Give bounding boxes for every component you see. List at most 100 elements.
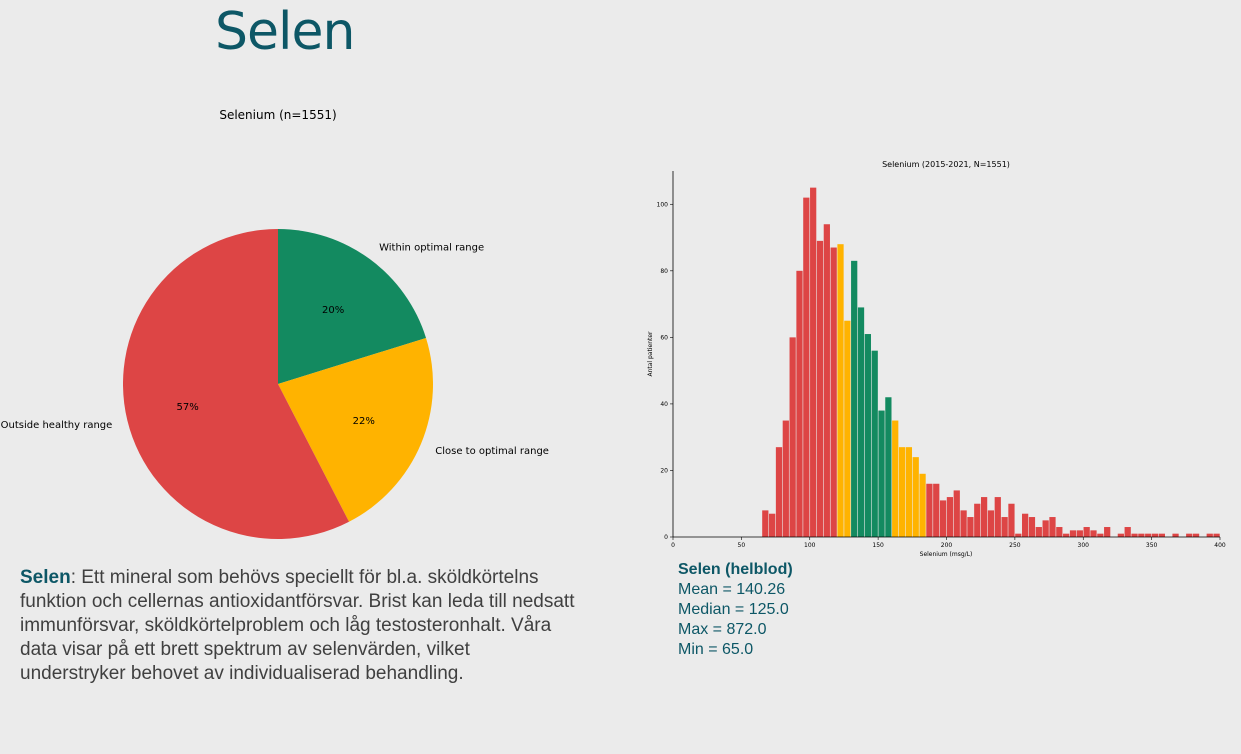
stats-panel: Selen (helblod) Mean = 140.26 Median = 1… xyxy=(678,560,793,660)
histogram-y-tick-label: 100 xyxy=(657,201,669,208)
histogram-bar xyxy=(919,473,926,537)
histogram-bar xyxy=(1090,530,1097,537)
histogram-bar xyxy=(946,497,954,537)
histogram-bar xyxy=(1076,530,1083,537)
histogram-x-tick-label: 400 xyxy=(1214,542,1226,549)
pie-slice-percent: 22% xyxy=(353,416,375,427)
histogram-bar xyxy=(1097,533,1104,537)
histogram-x-tick-label: 0 xyxy=(671,542,675,549)
histogram-bar xyxy=(871,350,878,537)
histogram-bar xyxy=(782,420,789,537)
histogram-bar xyxy=(803,197,810,538)
stats-title: Selen (helblod) xyxy=(678,561,793,578)
histogram-bar xyxy=(885,397,892,537)
histogram-bar xyxy=(1206,533,1213,537)
histogram-bar xyxy=(994,497,1001,537)
histogram-bar xyxy=(1131,533,1138,537)
histogram-chart: Selenium (2015-2021, N=1551) Selenium (m… xyxy=(647,160,1226,558)
histogram-bar xyxy=(1056,527,1063,537)
histogram-bar xyxy=(823,224,830,537)
histogram-bar xyxy=(987,510,995,537)
stats-mean: Mean = 140.26 xyxy=(678,581,786,598)
histogram-bar xyxy=(878,410,885,537)
histogram-bar xyxy=(1172,533,1179,537)
histogram-bar xyxy=(1124,527,1131,537)
histogram-bar xyxy=(960,510,967,537)
pie-slice xyxy=(278,229,427,384)
histogram-bar xyxy=(905,447,913,537)
pie-slice-percent: 57% xyxy=(177,402,199,413)
histogram-bar xyxy=(1069,530,1077,537)
histogram-bar xyxy=(1001,517,1008,537)
histogram-bar xyxy=(769,513,776,537)
histogram-bar xyxy=(844,320,851,537)
histogram-y-tick-label: 40 xyxy=(660,401,668,408)
histogram-bar xyxy=(1022,513,1029,537)
stats-max: Max = 872.0 xyxy=(678,621,767,638)
histogram-bar xyxy=(939,500,947,537)
histogram-bar xyxy=(775,447,783,537)
histogram-bar xyxy=(1138,533,1145,537)
histogram-bar xyxy=(816,240,824,537)
histogram-title: Selenium (2015-2021, N=1551) xyxy=(882,160,1010,169)
histogram-bar xyxy=(1063,533,1070,537)
pie-slice xyxy=(123,229,350,539)
pie-chart-title: Selenium (n=1551) xyxy=(219,108,336,122)
histogram-bar xyxy=(898,447,906,537)
histogram-bar xyxy=(1035,527,1042,537)
histogram-bar xyxy=(1028,517,1036,537)
histogram-bar xyxy=(789,337,796,537)
histogram-y-tick-label: 80 xyxy=(660,268,668,275)
histogram-x-tick-label: 250 xyxy=(1009,542,1021,549)
histogram-bar xyxy=(1042,520,1049,537)
histogram-bar xyxy=(1186,533,1193,537)
histogram-bar xyxy=(1117,533,1124,537)
pie-slice-label: Close to optimal range xyxy=(435,446,549,457)
description-keyword: Selen xyxy=(20,567,71,588)
stats-median: Median = 125.0 xyxy=(678,601,789,618)
histogram-bar xyxy=(762,510,769,537)
histogram-bar xyxy=(796,270,803,537)
histogram-x-tick-label: 50 xyxy=(738,542,746,549)
pie-slice xyxy=(278,337,434,522)
histogram-x-tick-label: 150 xyxy=(872,542,884,549)
page-title: Selen xyxy=(215,2,355,62)
histogram-x-tick-label: 350 xyxy=(1146,542,1158,549)
histogram-ylabel: Antal patienter xyxy=(647,331,654,377)
histogram-bar xyxy=(974,503,981,537)
histogram-bar xyxy=(810,187,817,538)
histogram-y-tick-label: 20 xyxy=(660,467,668,474)
histogram-bar xyxy=(1158,533,1165,537)
histogram-xlabel: Selenium (msg/L) xyxy=(920,551,973,558)
histogram-x-tick-label: 200 xyxy=(941,542,953,549)
histogram-bar xyxy=(851,260,858,537)
histogram-y-tick-label: 60 xyxy=(660,334,668,341)
histogram-y-tick-label: 0 xyxy=(664,534,668,541)
histogram-bar xyxy=(1151,533,1159,537)
histogram-bar xyxy=(1145,533,1152,537)
histogram-x-tick-label: 300 xyxy=(1078,542,1090,549)
histogram-bar xyxy=(933,483,940,537)
pie-slice-percent: 20% xyxy=(322,305,344,316)
histogram-bar xyxy=(1104,527,1111,537)
histogram-bar xyxy=(837,244,844,537)
histogram-bar xyxy=(864,334,871,537)
histogram-bar xyxy=(857,307,865,537)
histogram-bar xyxy=(1213,533,1220,537)
histogram-bar xyxy=(1008,503,1015,537)
pie-slice-label: Outside healthy range xyxy=(1,420,113,431)
histogram-bar xyxy=(1083,527,1090,537)
histogram-bar xyxy=(967,517,974,537)
histogram-bar xyxy=(830,247,837,537)
histogram-bar xyxy=(1049,517,1056,537)
histogram-bar xyxy=(1015,533,1022,537)
histogram-bar xyxy=(926,483,933,537)
histogram-bar xyxy=(1192,533,1200,537)
pie-chart: Selenium (n=1551) 20% Within optimal rang… xyxy=(1,108,549,539)
description-text: Selen: Ett mineral som behövs speciellt … xyxy=(20,566,580,686)
histogram-x-tick-label: 100 xyxy=(804,542,816,549)
histogram-bar xyxy=(980,497,988,537)
histogram-bar xyxy=(892,420,899,537)
description-body: : Ett mineral som behövs speciellt för b… xyxy=(20,567,575,684)
stats-min: Min = 65.0 xyxy=(678,641,754,658)
